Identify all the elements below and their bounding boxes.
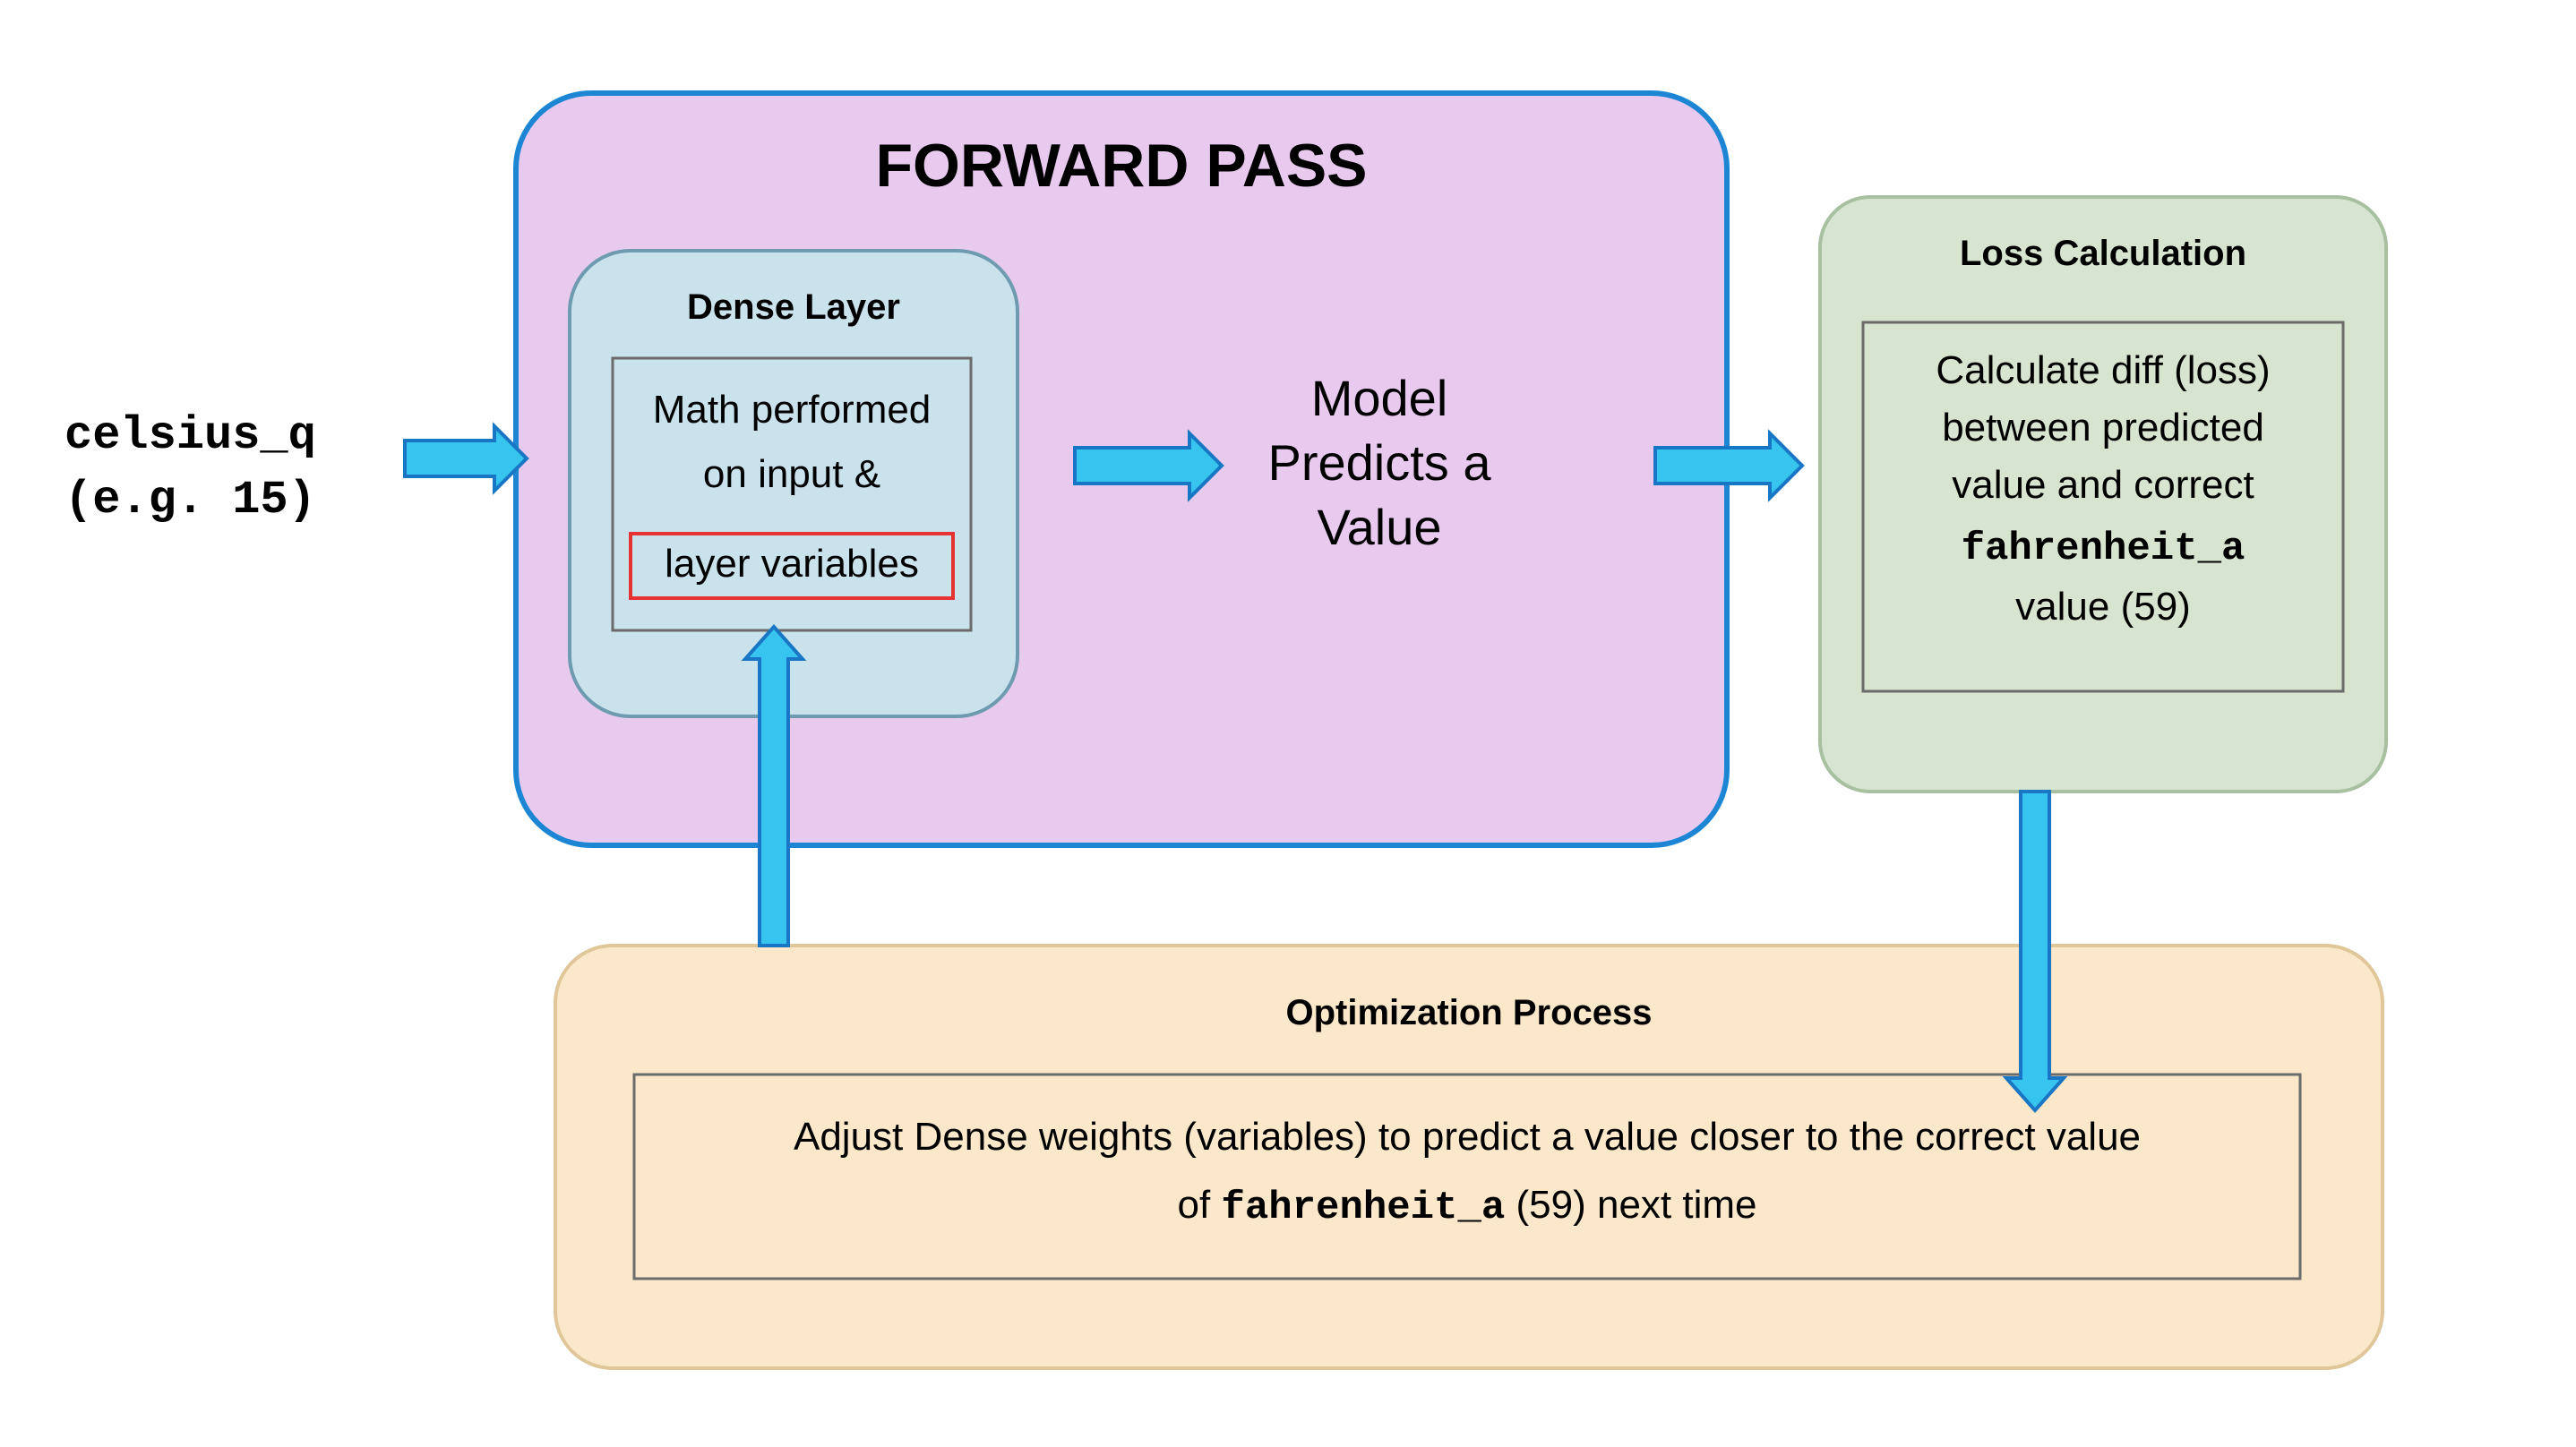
loss-body.l3: value and correct — [1952, 463, 2254, 507]
predict.l3: Value — [1317, 499, 1441, 555]
opt-body.l2: of fahrenheit_a (59) next time — [1178, 1183, 1757, 1230]
opt-title: Optimization Process — [1286, 993, 1653, 1032]
input.line2: (e.g. 15) — [64, 474, 316, 527]
dense-body.l2: on input & — [703, 452, 880, 496]
dense-body.l1: Math performed — [653, 388, 932, 432]
opt-body.l1: Adjust Dense weights (variables) to pred… — [794, 1115, 2141, 1159]
loss-body.l1: Calculate diff (loss) — [1936, 348, 2270, 392]
loss-body.l2: between predicted — [1942, 406, 2264, 450]
loss-body.l4: fahrenheit_a — [1962, 527, 2245, 571]
dense-title: Dense Layer — [687, 287, 900, 327]
input.line1: celsius_q — [64, 409, 316, 462]
dense-body.l3: layer variables — [665, 542, 919, 586]
loss-body.l5: value (59) — [2015, 585, 2191, 629]
loss-title: Loss Calculation — [1960, 234, 2246, 273]
predict.l1: Model — [1311, 370, 1448, 426]
predict.l2: Predicts a — [1268, 434, 1492, 491]
forward-title: FORWARD PASS — [875, 132, 1367, 200]
